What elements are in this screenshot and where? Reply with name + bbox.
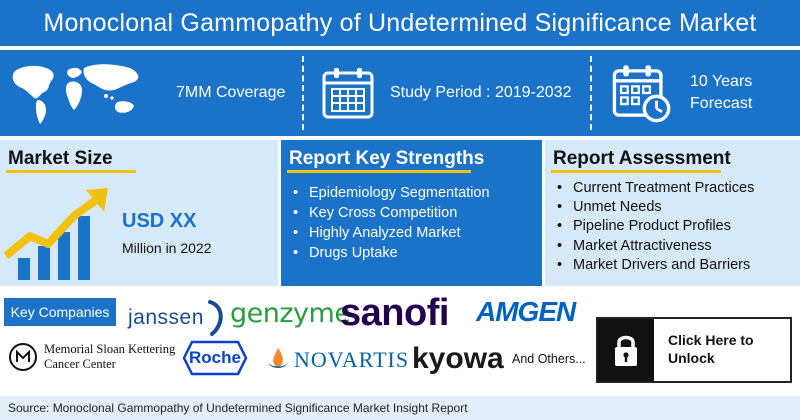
genzyme-text: genzyme: [230, 298, 351, 329]
genzyme-logo: genzyme: [230, 298, 351, 329]
key-strengths-list: Epidemiology Segmentation Key Cross Comp…: [281, 183, 542, 263]
source-note: Source: Monoclonal Gammopathy of Undeter…: [0, 396, 800, 420]
world-map-icon: [12, 64, 139, 124]
coverage-text: 7MM Coverage: [176, 84, 286, 101]
calendar-clock-icon: [612, 65, 671, 123]
heading-underline: [6, 170, 136, 173]
others-text: And Others...: [512, 352, 586, 366]
unlock-line1: Click Here to: [668, 332, 754, 348]
companies-area: Key Companies janssen genzyme sanofi AMG…: [0, 290, 800, 396]
key-strengths-heading: Report Key Strengths: [289, 148, 485, 169]
list-item: Unmet Needs: [555, 198, 800, 217]
sanofi-logo: sanofi: [340, 292, 449, 335]
study-period-text: Study Period : 2019-2032: [390, 84, 572, 101]
lock-icon: [598, 319, 654, 381]
roche-text: Roche: [189, 348, 241, 367]
coverage-band: 7MM Coverage Study Period : 2019-2032: [0, 50, 800, 136]
list-item: Pipeline Product Profiles: [555, 217, 800, 236]
forecast-line2: Forecast: [690, 95, 753, 112]
forecast-line1: 10 Years: [690, 73, 753, 90]
kyowa-logo: kyowa: [412, 342, 504, 376]
list-item: Market Attractiveness: [555, 237, 800, 256]
janssen-text: janssen: [128, 306, 204, 329]
market-size-panel: Market Size USD XX Million in 2022: [0, 140, 278, 286]
kyowa-text: kyowa: [412, 342, 504, 375]
msk-line1: Memorial Sloan Kettering: [44, 342, 176, 356]
list-item: Drugs Uptake: [291, 243, 542, 263]
heading-underline: [287, 170, 471, 173]
novartis-logo: NOVARTIS: [266, 346, 409, 374]
list-item: Market Drivers and Barriers: [555, 256, 800, 275]
janssen-logo: janssen: [128, 300, 228, 336]
divider: [302, 56, 304, 130]
market-value-sub: Million in 2022: [122, 240, 212, 256]
others-label: And Others...: [512, 352, 586, 366]
list-item: Current Treatment Practices: [555, 179, 800, 198]
study-period-cell: Study Period : 2019-2032: [304, 50, 590, 136]
growth-chart-icon: [4, 188, 108, 280]
msk-text: Memorial Sloan Kettering Cancer Center: [44, 342, 175, 372]
market-value: USD XX: [122, 210, 197, 232]
assessment-panel: Report Assessment Current Treatment Prac…: [545, 140, 800, 286]
amgen-text: AMGEN: [476, 296, 576, 327]
forecast-text: 10 Years Forecast: [690, 71, 752, 115]
assessment-heading: Report Assessment: [553, 148, 731, 169]
unlock-line2: Unlock: [668, 350, 715, 366]
key-strengths-panel: Report Key Strengths Epidemiology Segmen…: [281, 140, 542, 286]
page-title: Monoclonal Gammopathy of Undetermined Si…: [0, 0, 800, 46]
forecast-cell: 10 Years Forecast: [592, 50, 800, 136]
market-size-heading: Market Size: [8, 148, 113, 169]
calendar-icon: [322, 68, 374, 119]
divider: [590, 56, 592, 130]
list-item: Epidemiology Segmentation: [291, 183, 542, 203]
list-item: Highly Analyzed Market: [291, 223, 542, 243]
unlock-label[interactable]: Click Here to Unlock: [668, 331, 788, 367]
msk-emblem-icon: [9, 343, 37, 371]
janssen-swoosh-icon: [207, 300, 223, 336]
sanofi-text: sanofi: [340, 292, 449, 334]
msk-line2: Cancer Center: [44, 357, 116, 371]
msk-logo: Memorial Sloan Kettering Cancer Center: [8, 342, 175, 372]
heading-underline: [551, 170, 721, 173]
unlock-button[interactable]: Click Here to Unlock: [596, 317, 792, 383]
assessment-list: Current Treatment Practices Unmet Needs …: [545, 179, 800, 275]
key-companies-label: Key Companies: [4, 298, 116, 326]
roche-logo: Roche: [182, 340, 248, 376]
coverage-cell: 7MM Coverage: [0, 50, 300, 136]
roche-hexagon-icon: [182, 340, 248, 376]
amgen-logo: AMGEN: [476, 296, 576, 328]
novartis-text: NOVARTIS: [294, 347, 410, 372]
list-item: Key Cross Competition: [291, 203, 542, 223]
novartis-flame-icon: [268, 348, 288, 368]
